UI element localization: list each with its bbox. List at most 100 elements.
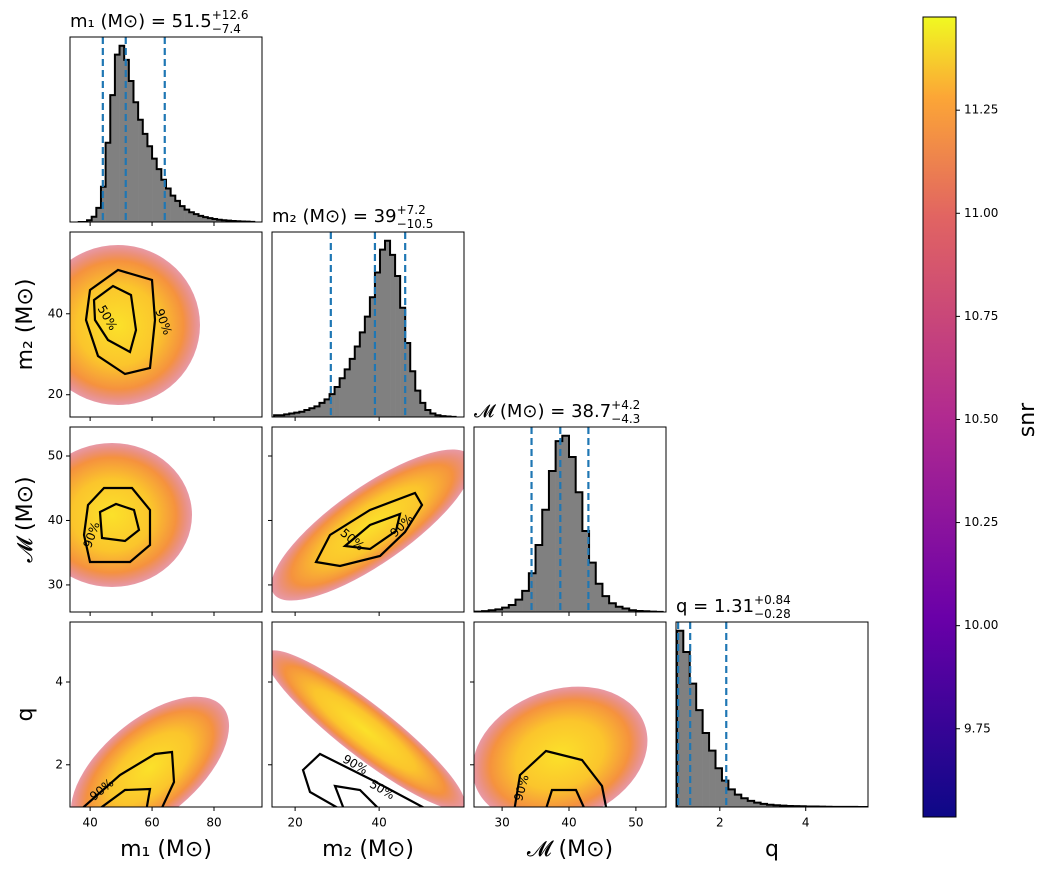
hist-bar — [354, 346, 361, 417]
x-tick-label: 40 — [561, 816, 576, 830]
hist-bar — [568, 456, 576, 612]
histogram — [474, 427, 664, 612]
scatter-panel: 90% — [70, 443, 192, 587]
colorbar-tick-label: 11.00 — [964, 206, 998, 220]
hist-bar — [359, 332, 366, 417]
hist-bar — [175, 200, 181, 222]
y-tick-label: 4 — [55, 675, 63, 689]
y-axis-label: m₂ (M⊙) — [13, 279, 38, 371]
title-minus: −4.3 — [611, 412, 640, 426]
contour-50 — [333, 784, 379, 807]
hist-bar — [575, 492, 583, 612]
hist-bar — [555, 441, 563, 612]
hist-bar — [179, 206, 185, 222]
scatter-panel: 50% 90% — [272, 449, 464, 601]
x-axis-label: m₁ (M⊙) — [120, 837, 212, 862]
density-cloud — [272, 650, 464, 807]
hist-bar — [91, 216, 97, 222]
panel-frame — [473, 621, 667, 808]
hist-bar — [207, 218, 213, 222]
hist-bar — [415, 390, 421, 417]
hist-bar — [522, 590, 530, 612]
panel-frame — [271, 231, 465, 418]
hist-bar — [410, 371, 416, 417]
hist-bar — [400, 307, 406, 417]
panel-frame — [69, 426, 263, 613]
hist-bar — [133, 102, 139, 222]
hist-bar — [114, 54, 120, 222]
hist-bar — [110, 95, 116, 222]
colorbar-tick-label: 10.50 — [964, 412, 998, 426]
y-axis-label: 𝓜 (M⊙) — [13, 476, 38, 562]
hist-bar — [405, 343, 411, 417]
hist-bar — [548, 471, 556, 612]
hist-bar — [385, 240, 391, 417]
hist-bar — [319, 402, 325, 417]
x-tick-label: 30 — [494, 816, 509, 830]
x-axis-label: m₂ (M⊙) — [322, 837, 414, 862]
title-minus: −7.4 — [212, 22, 241, 36]
hist-bar — [294, 412, 300, 417]
hist-bar — [420, 402, 426, 417]
hist-bar — [767, 804, 774, 807]
hist-bar — [324, 399, 330, 417]
hist-bar — [349, 358, 356, 417]
scatter-panel: 50% 90% — [70, 245, 200, 405]
hist-bar — [170, 195, 176, 222]
y-axis-label: q — [13, 708, 38, 722]
contour-50 — [98, 502, 141, 543]
panel-frame — [69, 231, 263, 418]
scatter-panel: 90% — [70, 696, 230, 807]
hist-bar — [728, 789, 736, 807]
title-plus: +7.2 — [397, 203, 426, 217]
x-tick-label: 50 — [628, 816, 643, 830]
hist-bar — [676, 630, 684, 807]
histogram — [77, 37, 256, 222]
x-axis-label: 𝓜 (M⊙) — [527, 837, 613, 862]
title-minus: −10.5 — [397, 217, 434, 231]
density-cloud — [70, 443, 192, 587]
colorbar — [922, 16, 957, 818]
contour-90 — [84, 268, 157, 376]
hist-bar — [198, 215, 204, 222]
x-tick-label: 80 — [206, 816, 221, 830]
title-main: 𝓜 (M⊙) = 38.7 — [474, 401, 611, 422]
x-tick-label: 60 — [144, 816, 159, 830]
hist-bar — [508, 604, 516, 612]
contour-50 — [342, 512, 402, 551]
hist-bar — [562, 435, 570, 612]
hist-bar — [622, 608, 630, 612]
contour-90 — [314, 491, 424, 568]
y-tick-label: 2 — [55, 757, 63, 771]
hist-bar — [535, 545, 543, 612]
hist-bar — [595, 583, 603, 612]
hist-bar — [495, 609, 503, 612]
title-plus: +12.6 — [212, 8, 249, 22]
y-tick-label: 30 — [48, 577, 63, 591]
hist-bar — [741, 798, 749, 807]
histogram — [676, 622, 868, 807]
colorbar-tick-label: 11.25 — [964, 103, 998, 117]
x-tick-label: 2 — [716, 816, 724, 830]
x-axis-label: q — [765, 837, 779, 862]
hist-bar — [142, 133, 148, 222]
contour-50 — [99, 787, 152, 807]
scatter-panel: 90% — [474, 686, 648, 807]
hist-bar — [689, 683, 697, 807]
hist-bar — [589, 562, 597, 612]
hist-bar — [344, 369, 351, 417]
hist-bar — [161, 179, 167, 222]
hist-bar — [193, 214, 199, 222]
hist-bar — [119, 45, 125, 222]
hist-bar — [395, 276, 401, 417]
hist-bar — [542, 509, 550, 612]
hist-bar — [128, 81, 134, 222]
panel-frame — [675, 621, 869, 808]
panel-frame — [271, 426, 465, 613]
title-plus: +0.84 — [754, 593, 791, 607]
hist-bar — [709, 750, 716, 807]
hist-bar — [702, 733, 710, 807]
hist-bar — [166, 188, 171, 222]
hist-bar — [147, 146, 153, 222]
